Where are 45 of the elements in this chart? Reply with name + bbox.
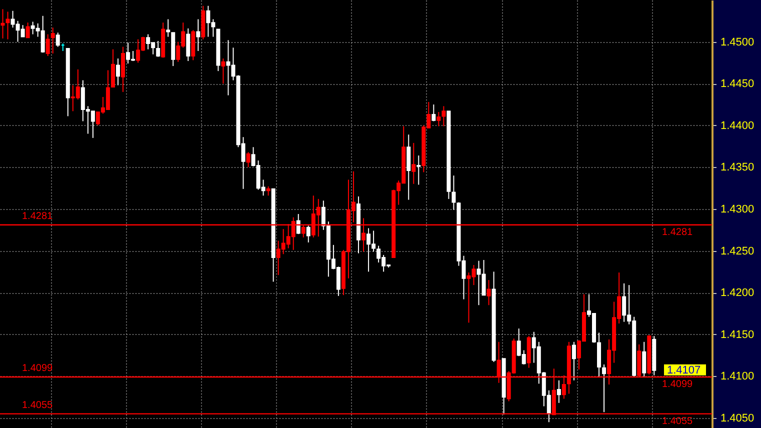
- candlestick: [296, 214, 300, 235]
- candlestick: [306, 225, 310, 243]
- candlestick: [121, 46, 126, 92]
- candlestick: [50, 27, 55, 54]
- ref-line-label: 1.4099: [662, 379, 694, 390]
- candlestick: [602, 364, 606, 413]
- y-tick-label: 1.4250: [720, 245, 754, 258]
- y-tick-label: 1.4400: [720, 120, 754, 132]
- candlestick: [266, 186, 270, 196]
- candlestick: [416, 154, 421, 186]
- text: 1.4099: [22, 363, 53, 374]
- candlestick: [116, 58, 120, 86]
- candlestick: [110, 48, 115, 88]
- y-tick-label: 1.4450: [720, 78, 754, 90]
- y-tick-label: 1.4050: [720, 412, 754, 424]
- candlestick: [442, 106, 446, 127]
- candlestick: [412, 142, 416, 184]
- ref-line-label: 1.4055: [662, 416, 694, 427]
- candlestick: [0, 8, 5, 39]
- y-tick-label: 1.4300: [720, 203, 754, 216]
- y-tick-label: 1.4150: [720, 328, 754, 341]
- candlestick: [26, 22, 30, 38]
- text: 1.4281: [22, 210, 53, 222]
- candlestick: [556, 380, 561, 404]
- candlestick: [46, 34, 50, 57]
- annotation: 1.4107: [667, 364, 701, 376]
- candlestick: [156, 40, 160, 58]
- text: 1.4055: [22, 400, 53, 411]
- candlestick: [432, 104, 436, 122]
- candlestick: [436, 112, 441, 127]
- y-tick-label: 1.4350: [720, 162, 754, 174]
- candlestick: [6, 11, 10, 40]
- candlestick: [246, 152, 250, 168]
- y-tick-label: 1.4200: [720, 287, 754, 300]
- candlestick: [56, 32, 60, 48]
- candlestick: [486, 280, 491, 306]
- y-tick-label: 1.4100: [720, 370, 754, 383]
- candlestick: [186, 28, 190, 62]
- candlestick: [572, 341, 576, 381]
- candlestick: [406, 134, 411, 200]
- y-tick-label: 1.4500: [720, 36, 754, 48]
- candlestick: [642, 341, 646, 378]
- ref-line-label: 1.4281: [662, 226, 694, 238]
- candlestick: [196, 18, 200, 52]
- candlestick: [221, 58, 226, 84]
